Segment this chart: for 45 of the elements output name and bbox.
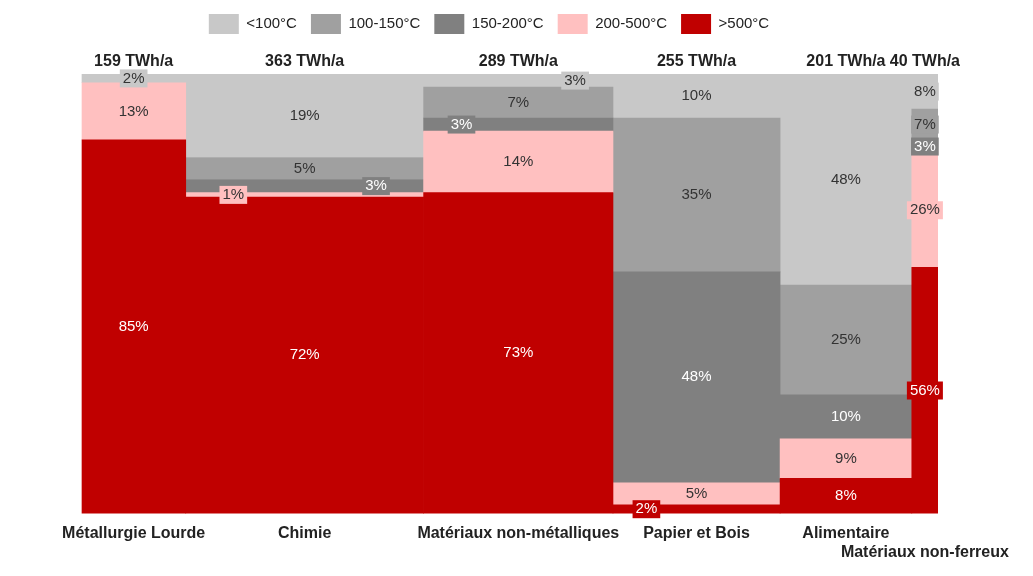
legend-label: >500°C: [718, 14, 770, 32]
data-label: 10%: [681, 86, 712, 104]
data-label: 25%: [830, 330, 861, 348]
text: 40 TWh/a: [889, 52, 961, 70]
text: 255 TWh/a: [656, 52, 737, 70]
data-label: 3%: [450, 114, 473, 132]
category-label: Papier et Bois: [643, 523, 750, 541]
data-label: 2%: [635, 499, 658, 517]
category-label: Métallurgie Lourde: [62, 523, 206, 541]
data-label: 35%: [681, 185, 712, 203]
data-label: 10%: [830, 407, 861, 425]
data-label: 56%: [909, 380, 940, 398]
text: 363 TWh/a: [265, 52, 345, 70]
data-label: 85%: [118, 316, 149, 334]
data-label: 2%: [122, 68, 145, 86]
data-label: 14%: [503, 152, 534, 170]
data-label: 48%: [830, 169, 861, 187]
category-label: Alimentaire: [802, 523, 890, 541]
data-label: 5%: [685, 483, 708, 501]
data-label: 72%: [289, 345, 320, 363]
data-label: 26%: [909, 200, 940, 218]
data-label: 19%: [289, 105, 320, 123]
category-label: Matériaux non-ferreux: [840, 542, 1010, 560]
legend-label: <100°C: [246, 14, 298, 32]
text: 201 TWh/a: [806, 52, 886, 70]
data-label: 8%: [914, 81, 936, 99]
category-label: Matériaux non-métalliques: [417, 523, 620, 541]
data-label: 48%: [681, 367, 712, 385]
text: 289 TWh/a: [478, 52, 558, 70]
data-label: 7%: [507, 92, 530, 110]
data-label: 13%: [118, 101, 149, 119]
data-label: 8%: [835, 486, 857, 504]
data-label: 3%: [564, 70, 586, 88]
data-label: 7%: [914, 114, 936, 132]
legend-label: 200-500°C: [595, 14, 668, 32]
legend-label: 150-200°C: [471, 14, 544, 32]
data-label: 5%: [293, 158, 316, 176]
data-label: 1%: [222, 185, 245, 203]
data-label: 3%: [914, 136, 936, 154]
category-label: Chimie: [278, 523, 332, 541]
legend-label: 100-150°C: [348, 14, 421, 32]
data-label: 9%: [835, 448, 857, 466]
text: 159 TWh/a: [94, 52, 174, 70]
data-label: 3%: [365, 176, 387, 194]
data-label: 73%: [503, 343, 534, 361]
